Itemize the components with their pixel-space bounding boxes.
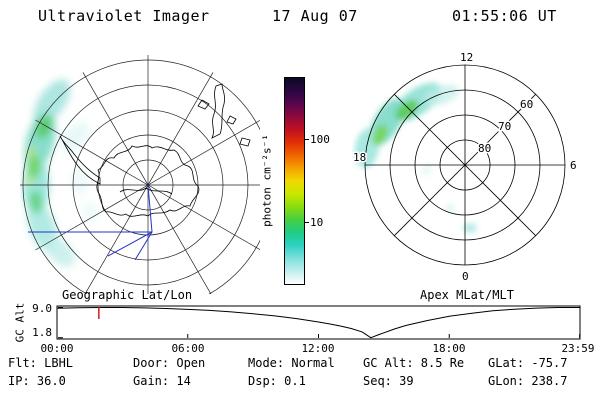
status-glon: GLon: 238.7: [488, 374, 568, 388]
mlt-label-6: 6: [570, 159, 577, 172]
aurora-emission-geo: [23, 79, 98, 267]
geographic-caption: Geographic Lat/Lon: [62, 288, 193, 302]
status-flt: Flt: LBHL: [8, 356, 74, 370]
mlt-label-12: 12: [460, 51, 473, 64]
colorbar-unit-label: photon cm⁻²s⁻¹: [260, 134, 274, 227]
coastline: [59, 83, 251, 217]
colorbar-tick-mark: [304, 139, 309, 140]
colorbar-tick-mark: [304, 222, 309, 223]
orbit-track: [28, 184, 153, 261]
colorbar-tick-10: 10: [310, 216, 324, 229]
mlt-label-0: 0: [462, 270, 469, 283]
date-label: 17 Aug 07: [272, 7, 358, 25]
status-seq: Seq: 39: [363, 374, 414, 388]
mlt-label-18: 18: [353, 151, 366, 164]
ytick-9.0: 9.0: [32, 302, 52, 315]
aurora-emission-apex: [354, 82, 477, 233]
xtick-1200: 12:00: [301, 342, 335, 355]
status-gain: Gain: 14: [133, 374, 191, 388]
apex-caption: Apex MLat/MLT: [420, 288, 514, 302]
chart-frame: [56, 305, 581, 340]
mlat-ring-label-80: 80: [478, 142, 491, 155]
status-dsp: Dsp: 0.1: [248, 374, 306, 388]
page-title: Ultraviolet Imager: [38, 7, 210, 25]
status-ip: IP: 36.0: [8, 374, 66, 388]
gc-alt-curve: [56, 307, 580, 339]
apex-plot: 12 18 6 0 60 70 80: [352, 50, 578, 285]
ytick-1.8: 1.8: [32, 326, 52, 339]
gc-alt-chart: [56, 305, 581, 340]
status-door: Door: Open: [133, 356, 206, 370]
geographic-map: [20, 55, 260, 294]
xtick-0000: 00:00: [40, 342, 74, 355]
xtick-0600: 06:00: [171, 342, 205, 355]
chart-axis-ticks: [56, 306, 581, 339]
status-mode: Mode: Normal: [248, 356, 335, 370]
status-gcalt: GC Alt: 8.5 Re: [363, 356, 465, 370]
status-glat: GLat: -75.7: [488, 356, 568, 370]
time-label: 01:55:06 UT: [452, 7, 557, 25]
mlat-ring-label-60: 60: [520, 98, 533, 111]
mlat-mlt-grid: [364, 64, 566, 266]
mlat-ring-label-70: 70: [498, 120, 511, 133]
colorbar-gradient: [284, 77, 305, 285]
xtick-1800: 18:00: [432, 342, 466, 355]
colorbar-tick-100: 100: [310, 133, 330, 146]
xtick-2359: 23:59: [561, 342, 595, 355]
